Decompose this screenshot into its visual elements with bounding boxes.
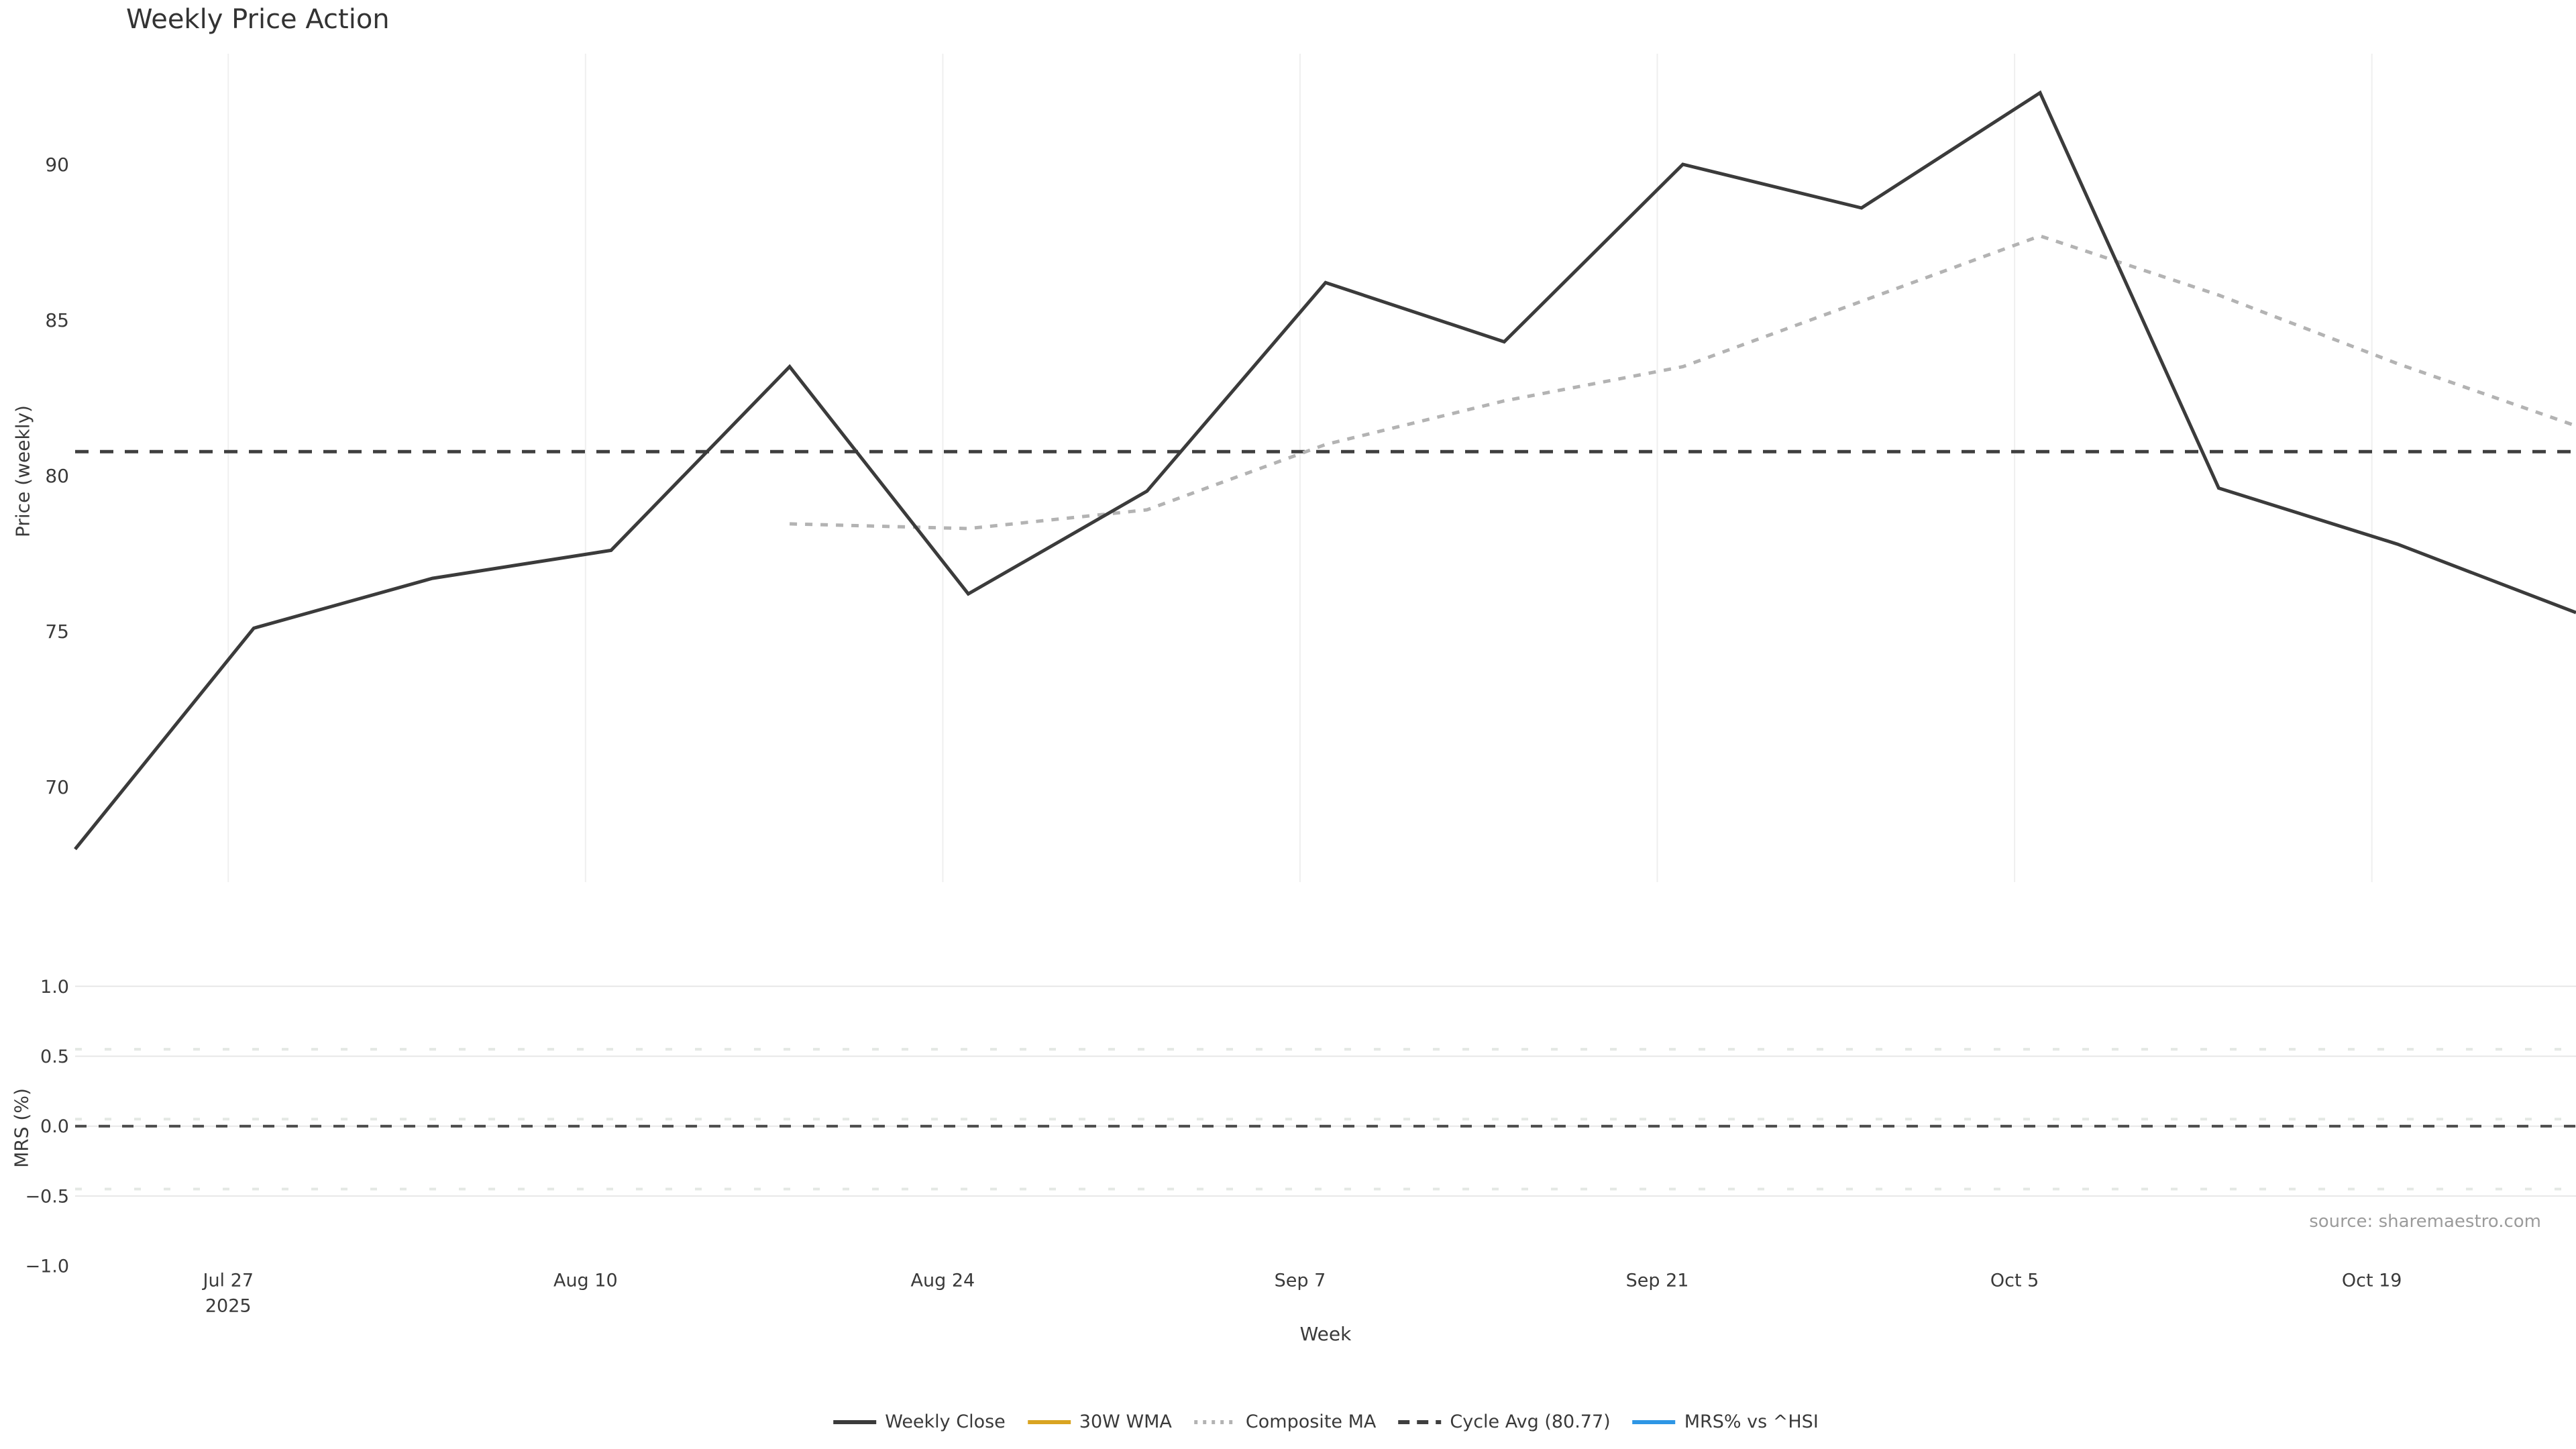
x-axis-label: Week [1299, 1323, 1352, 1345]
legend-swatch-solid-line-icon [833, 1419, 877, 1424]
legend-item: 30W WMA [1027, 1411, 1172, 1432]
price-ytick-label: 85 [45, 309, 69, 331]
composite-ma-line [790, 234, 2576, 531]
price-ytick-label: 75 [45, 621, 69, 643]
legend-item: MRS% vs ^HSI [1632, 1411, 1819, 1432]
weekly-close-line [74, 90, 2576, 851]
mrs-ytick-label: −1.0 [25, 1256, 69, 1277]
x-tick-label: Sep 21 [1626, 1270, 1689, 1291]
x-tick-label: Aug 24 [911, 1270, 975, 1291]
legend-label: Composite MA [1245, 1411, 1377, 1432]
x-tick-label: Oct 5 [1990, 1270, 2039, 1291]
legend-swatch-solid-line-icon [1027, 1419, 1071, 1424]
legend-label: Cycle Avg (80.77) [1450, 1411, 1611, 1432]
page-title: Weekly Price Action [126, 4, 390, 35]
legend-swatch-dashed-line-icon [1398, 1419, 1442, 1424]
legend-item: Cycle Avg (80.77) [1397, 1411, 1611, 1432]
source-attribution: source: sharemaestro.com [2309, 1212, 2541, 1232]
mrs-ytick-label: 1.0 [40, 977, 69, 998]
price-ytick-label: 70 [45, 776, 69, 798]
legend-label: MRS% vs ^HSI [1684, 1411, 1819, 1432]
mrs-axis-label: MRS (%) [10, 1088, 33, 1168]
chart-legend: Weekly Close 30W WMA Composite MA Cycle Avg… [833, 1411, 1819, 1432]
mrs-ytick-label: −0.5 [25, 1186, 69, 1207]
mrs-ytick-label: 0.0 [40, 1116, 69, 1137]
legend-item: Weekly Close [833, 1411, 1006, 1432]
price-axis-label: Price (weekly) [11, 405, 34, 537]
price-ytick-label: 90 [45, 154, 69, 176]
x-tick-year-label: 2025 [205, 1295, 252, 1316]
x-tick-label: Oct 19 [2342, 1270, 2402, 1291]
mrs-ytick-label: 0.5 [40, 1046, 69, 1067]
legend-label: 30W WMA [1079, 1411, 1172, 1432]
x-tick-label: Aug 10 [553, 1270, 618, 1291]
legend-label: Weekly Close [885, 1411, 1006, 1432]
legend-swatch-dotted-line-icon [1193, 1419, 1237, 1424]
price-ytick-label: 80 [45, 465, 69, 487]
x-tick-label: Jul 27 [201, 1270, 254, 1291]
legend-swatch-solid-line-icon [1632, 1419, 1676, 1424]
legend-item: Composite MA [1193, 1411, 1376, 1432]
x-tick-label: Sep 7 [1275, 1270, 1326, 1291]
